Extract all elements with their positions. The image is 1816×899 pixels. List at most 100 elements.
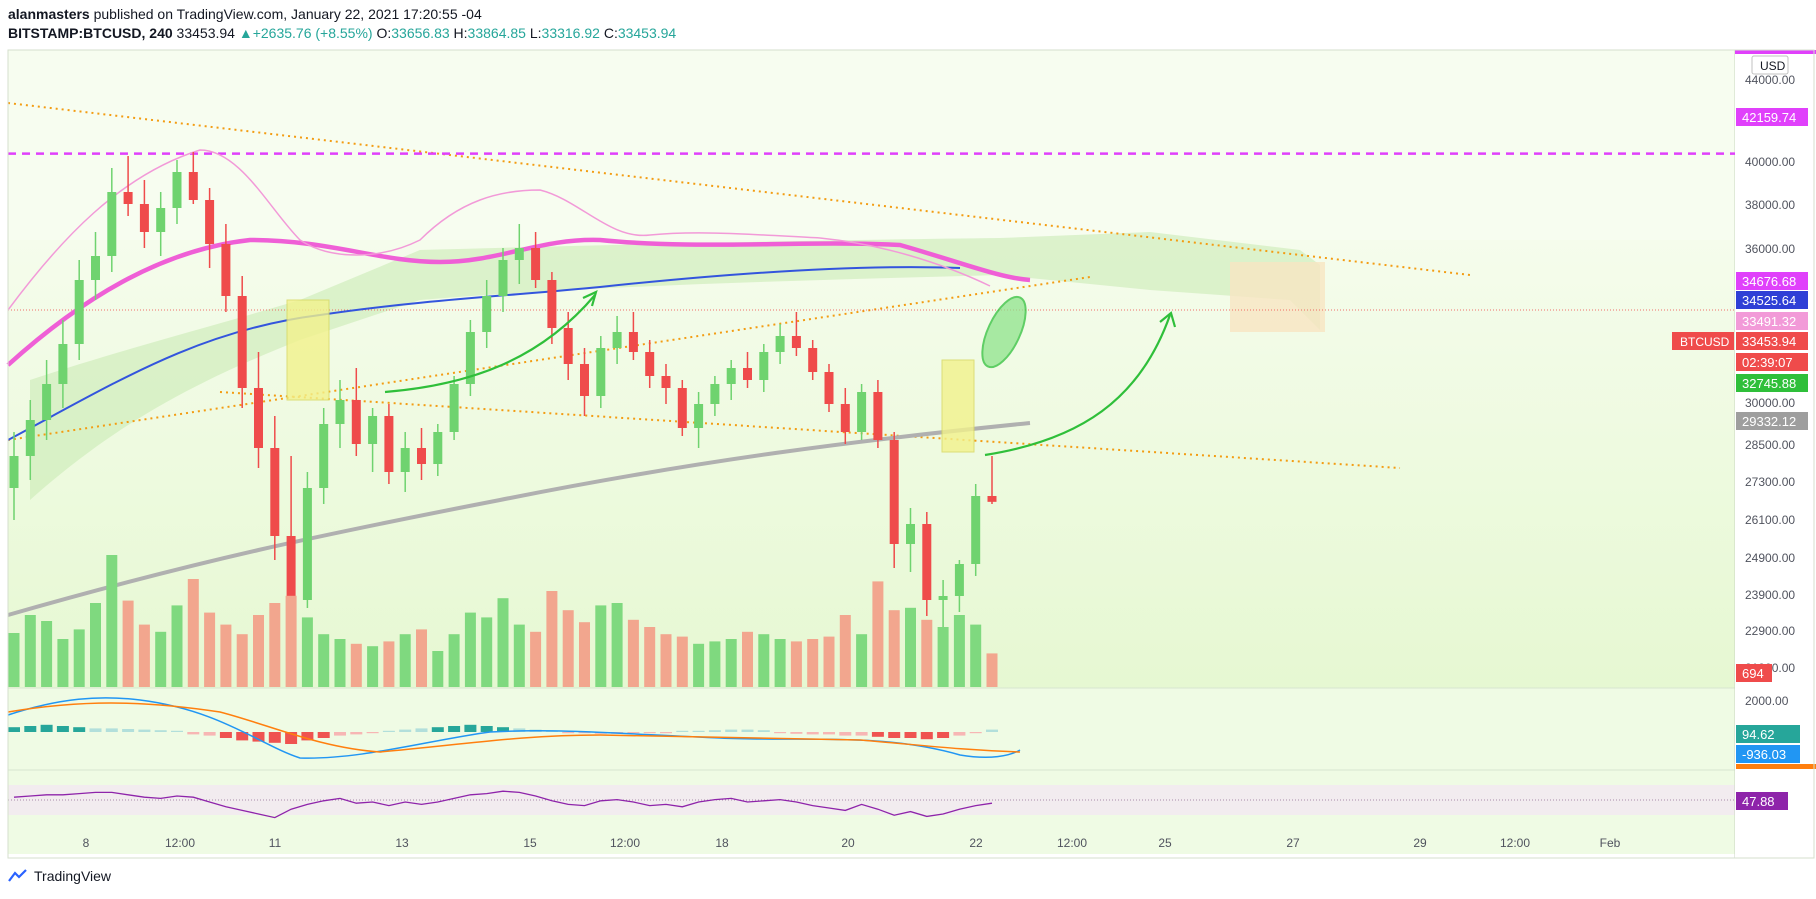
candle bbox=[351, 368, 361, 456]
candle bbox=[449, 376, 459, 440]
open-value: 33656.83 bbox=[391, 25, 450, 41]
low-label: L: bbox=[529, 25, 542, 41]
y-tick-label: 28500.00 bbox=[1745, 438, 1795, 452]
y-tick-label: 40000.00 bbox=[1745, 155, 1795, 169]
macd-tag-label: -936.03 bbox=[1742, 747, 1786, 762]
publish-line: alanmasters published on TradingView.com… bbox=[8, 6, 482, 22]
candle bbox=[482, 280, 492, 348]
candle bbox=[139, 180, 149, 248]
price-tag: 29332.12 bbox=[1736, 412, 1808, 430]
candle bbox=[743, 352, 752, 388]
x-tick-label: 8 bbox=[83, 836, 90, 850]
volume-bar bbox=[334, 639, 346, 687]
candle-body bbox=[172, 172, 182, 208]
candle-body bbox=[808, 348, 818, 372]
candle bbox=[188, 152, 198, 204]
volume-bar bbox=[481, 617, 493, 687]
candle-body bbox=[645, 352, 655, 376]
candle bbox=[498, 248, 508, 312]
candle bbox=[335, 380, 345, 448]
candle-body bbox=[857, 392, 867, 432]
x-tick-label: 20 bbox=[841, 836, 855, 850]
volume-bar bbox=[513, 624, 525, 687]
up-arrow-icon: ▲ bbox=[238, 25, 253, 41]
volume-bar bbox=[106, 555, 118, 687]
volume-bar bbox=[562, 610, 574, 687]
macd-histogram-bar bbox=[219, 732, 232, 738]
candle-body bbox=[417, 448, 426, 464]
macd-histogram-bar bbox=[806, 732, 819, 735]
price-pane-shade bbox=[8, 240, 1735, 690]
volume-bar bbox=[742, 631, 753, 687]
volume-bar bbox=[611, 603, 623, 687]
macd-histogram-bar bbox=[562, 732, 575, 734]
volume-bar bbox=[350, 643, 362, 687]
x-tick-label: 27 bbox=[1286, 836, 1300, 850]
candle-body bbox=[449, 384, 459, 432]
volume-bar bbox=[497, 598, 509, 687]
macd-histogram-bar bbox=[382, 730, 395, 732]
candle bbox=[906, 508, 915, 572]
candle bbox=[205, 188, 215, 268]
volume-bar bbox=[660, 634, 672, 687]
volume-bar bbox=[872, 581, 884, 687]
macd-histogram-bar bbox=[301, 732, 314, 741]
price-tag: 02:39:07 bbox=[1736, 353, 1808, 371]
price-tag: 34525.64 bbox=[1736, 291, 1808, 309]
macd-histogram-bar bbox=[790, 732, 803, 734]
y-tick-label: 23900.00 bbox=[1745, 588, 1795, 602]
macd-histogram-bar bbox=[399, 729, 412, 732]
macd-histogram-bar bbox=[692, 730, 705, 732]
macd-histogram-bar bbox=[757, 730, 770, 732]
volume-bar bbox=[758, 634, 770, 687]
green-arrow-right-head bbox=[1159, 311, 1177, 328]
candle bbox=[726, 360, 736, 400]
x-tick-label: 12:00 bbox=[1500, 836, 1530, 850]
candle bbox=[759, 344, 769, 392]
author-name[interactable]: alanmasters bbox=[8, 6, 90, 22]
macd-tag-bg bbox=[1736, 745, 1800, 763]
y-tick-label: 22900.00 bbox=[1745, 624, 1795, 638]
volume-bar bbox=[693, 643, 705, 687]
volume-bar bbox=[318, 634, 330, 687]
volume-bar bbox=[448, 634, 460, 687]
last-price: 33453.94 bbox=[176, 25, 235, 41]
currency-label: USD bbox=[1760, 59, 1786, 73]
candle-body bbox=[873, 392, 883, 440]
candle bbox=[74, 260, 84, 360]
candle bbox=[25, 400, 35, 480]
macd-tag-label: 94.62 bbox=[1742, 727, 1775, 742]
candle-body bbox=[400, 448, 410, 472]
candle bbox=[107, 168, 117, 272]
macd-histogram-bar bbox=[334, 732, 346, 736]
rsi-line bbox=[13, 790, 993, 819]
volume-bar bbox=[774, 639, 786, 687]
macd-axis-label: 2000.00 bbox=[1745, 694, 1789, 708]
x-tick-label: 12:00 bbox=[610, 836, 640, 850]
price-tag-bg bbox=[1736, 412, 1808, 430]
candle-body bbox=[335, 400, 345, 424]
symbol-label[interactable]: BITSTAMP:BTCUSD, 240 bbox=[8, 25, 173, 41]
highlight-box-left bbox=[286, 299, 330, 401]
volume-bar bbox=[399, 634, 411, 687]
macd-histogram-bar bbox=[415, 728, 428, 732]
price-tag: 33453.94 bbox=[1736, 332, 1808, 350]
volume-bar bbox=[823, 636, 835, 687]
volume-bar bbox=[24, 615, 36, 687]
candle bbox=[840, 388, 850, 444]
tradingview-brand[interactable]: TradingView bbox=[8, 868, 111, 884]
candle-body bbox=[775, 336, 785, 352]
candle bbox=[661, 364, 671, 404]
candle-body bbox=[188, 172, 198, 200]
macd-histogram-bar bbox=[986, 729, 998, 732]
support-trend-line bbox=[7, 276, 1091, 441]
candle-body bbox=[433, 432, 443, 464]
candle bbox=[465, 320, 475, 396]
volume-bar bbox=[856, 634, 868, 687]
volume-bar bbox=[644, 627, 656, 687]
projected-cloud bbox=[1230, 262, 1325, 332]
macd-histogram-bar bbox=[643, 732, 656, 734]
volume-tag-bg bbox=[1736, 664, 1772, 682]
candle bbox=[9, 432, 19, 520]
